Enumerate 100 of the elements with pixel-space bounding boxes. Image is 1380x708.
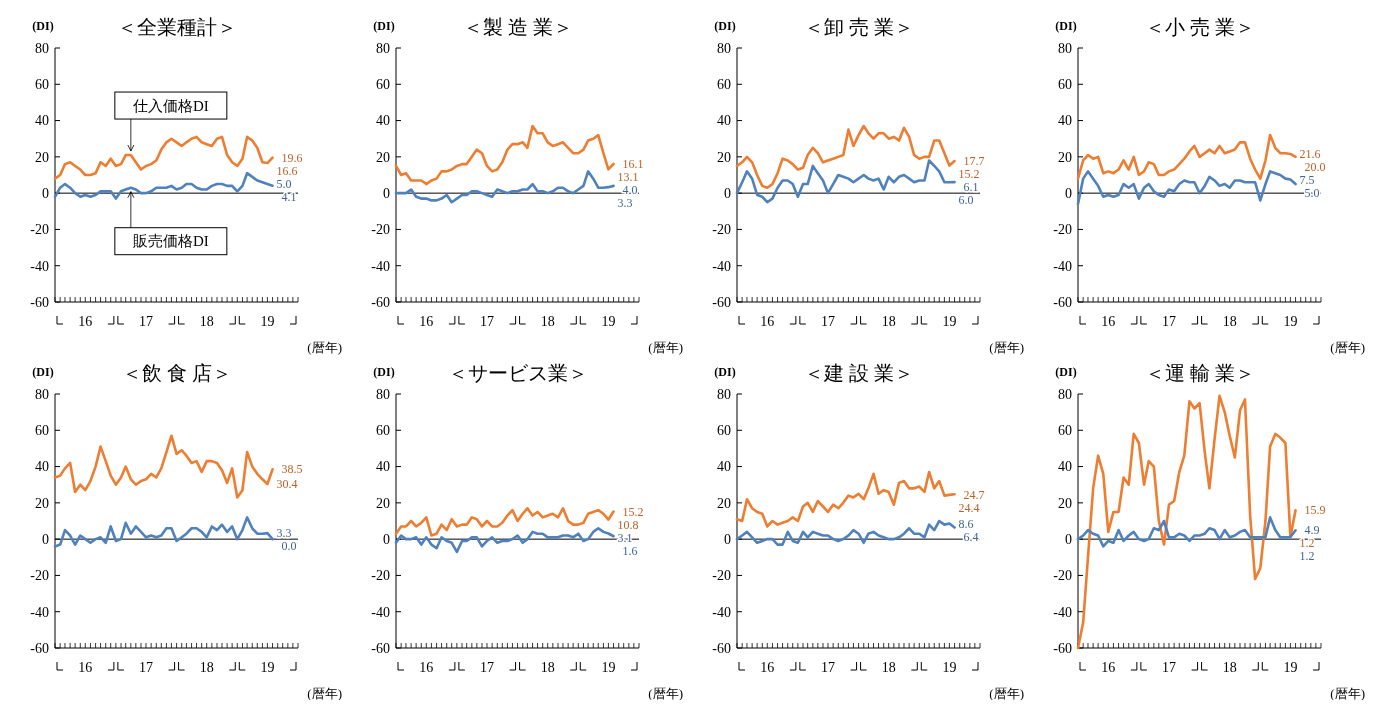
- y-tick-label: 20: [35, 149, 49, 165]
- y-tick-label: 0: [1065, 186, 1072, 202]
- y-tick-label: -40: [712, 258, 731, 274]
- y-tick-label: 20: [717, 495, 731, 511]
- x-axis-title: (暦年): [1330, 686, 1365, 701]
- data-label: 10.8: [617, 517, 639, 532]
- data-label: 30.4: [276, 477, 298, 492]
- y-tick-label: -60: [371, 294, 390, 310]
- y-tick-label: 20: [376, 495, 390, 511]
- x-tick-label: 17: [138, 660, 153, 675]
- y-tick-label: -40: [1053, 258, 1072, 274]
- y-tick-label: 60: [376, 423, 390, 439]
- x-tick-label: 16: [419, 660, 434, 675]
- y-tick-label: -40: [371, 258, 390, 274]
- y-tick-label: -20: [1053, 222, 1072, 238]
- x-tick-label: 19: [942, 314, 957, 329]
- chart-title: ＜運 輸 業＞: [1144, 362, 1255, 384]
- y-tick-label: 40: [35, 113, 49, 129]
- x-tick-label: 17: [479, 660, 494, 675]
- data-label: 13.1: [617, 170, 639, 185]
- y-tick-label: -60: [371, 640, 390, 656]
- y-axis-title: (DI): [1055, 365, 1077, 379]
- y-tick-label: 80: [1058, 386, 1072, 402]
- x-tick-label: 17: [1161, 660, 1176, 675]
- y-tick-label: 60: [717, 77, 731, 93]
- y-tick-label: 80: [35, 40, 49, 56]
- y-tick-label: 60: [1058, 423, 1072, 439]
- y-axis-title: (DI): [32, 19, 54, 33]
- y-tick-label: -40: [371, 604, 390, 620]
- y-tick-label: 60: [717, 423, 731, 439]
- y-tick-label: 80: [1058, 40, 1072, 56]
- x-tick-label: 16: [78, 660, 93, 675]
- y-tick-label: -60: [712, 294, 731, 310]
- x-axis-title: (暦年): [307, 340, 342, 355]
- x-tick-label: 18: [199, 660, 214, 675]
- x-tick-label: 18: [881, 660, 896, 675]
- x-axis-title: (暦年): [1330, 340, 1365, 355]
- x-tick-label: 18: [1222, 660, 1237, 675]
- y-tick-label: -20: [371, 568, 390, 584]
- x-tick-label: 19: [1283, 660, 1298, 675]
- x-tick-label: 18: [881, 314, 896, 329]
- y-tick-label: 40: [1058, 459, 1072, 475]
- x-tick-label: 18: [540, 314, 555, 329]
- y-tick-label: -20: [712, 222, 731, 238]
- x-tick-label: 16: [760, 314, 775, 329]
- data-label: 17.7: [963, 154, 985, 169]
- y-tick-label: 0: [724, 186, 731, 202]
- y-tick-label: 40: [717, 113, 731, 129]
- y-tick-label: 0: [383, 186, 390, 202]
- y-axis-title: (DI): [1055, 19, 1077, 33]
- y-tick-label: 80: [717, 40, 731, 56]
- chart-title: ＜飲 食 店＞: [121, 362, 232, 384]
- x-tick-label: 18: [1222, 314, 1237, 329]
- data-label: 1.2: [1299, 549, 1315, 564]
- series-label: 仕入価格DI: [131, 97, 209, 114]
- x-tick-label: 18: [199, 314, 214, 329]
- chart-title: ＜全業種計＞: [116, 16, 237, 38]
- y-axis-title: (DI): [714, 365, 736, 379]
- y-tick-label: -60: [30, 294, 49, 310]
- y-tick-label: 0: [1065, 532, 1072, 548]
- y-axis-title: (DI): [714, 19, 736, 33]
- x-axis-title: (暦年): [989, 686, 1024, 701]
- y-axis-title: (DI): [373, 19, 395, 33]
- data-label: 20.0: [1304, 160, 1326, 175]
- text: 販売価格DI: [132, 233, 209, 250]
- chart-title: ＜サービス業＞: [447, 362, 588, 384]
- x-tick-label: 19: [942, 660, 957, 675]
- y-tick-label: -60: [712, 640, 731, 656]
- data-label: 5.0: [276, 177, 292, 192]
- x-tick-label: 17: [820, 314, 835, 329]
- x-tick-label: 17: [138, 314, 153, 329]
- x-tick-label: 16: [1101, 660, 1116, 675]
- x-tick-label: 16: [419, 314, 434, 329]
- y-tick-label: -20: [30, 568, 49, 584]
- data-label: 24.4: [958, 500, 980, 515]
- x-tick-label: 18: [540, 660, 555, 675]
- y-tick-label: 80: [376, 386, 390, 402]
- data-label: 4.9: [1304, 523, 1320, 538]
- y-tick-label: 60: [376, 77, 390, 93]
- x-tick-label: 19: [1283, 314, 1298, 329]
- x-tick-label: 16: [1101, 314, 1116, 329]
- y-tick-label: 60: [35, 423, 49, 439]
- y-tick-label: 0: [42, 532, 49, 548]
- x-axis-title: (暦年): [989, 340, 1024, 355]
- y-axis-title: (DI): [373, 365, 395, 379]
- y-tick-label: 20: [376, 149, 390, 165]
- y-tick-label: 20: [717, 149, 731, 165]
- x-axis-title: (暦年): [648, 340, 683, 355]
- x-tick-label: 17: [820, 660, 835, 675]
- x-tick-label: 19: [601, 660, 616, 675]
- x-tick-label: 16: [78, 314, 93, 329]
- y-axis-title: (DI): [32, 365, 54, 379]
- x-axis-title: (暦年): [648, 686, 683, 701]
- y-tick-label: 40: [35, 459, 49, 475]
- data-label: 6.0: [958, 193, 974, 208]
- y-tick-label: 20: [1058, 495, 1072, 511]
- y-tick-label: 40: [376, 459, 390, 475]
- y-tick-label: 60: [1058, 77, 1072, 93]
- data-label: 7.5: [1299, 173, 1315, 188]
- x-axis-title: (暦年): [307, 686, 342, 701]
